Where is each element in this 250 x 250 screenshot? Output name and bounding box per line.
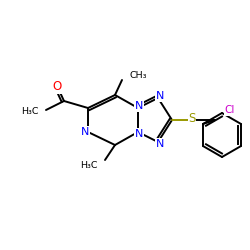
Text: H₃C: H₃C: [80, 160, 98, 170]
Text: CH₃: CH₃: [129, 70, 146, 80]
Text: O: O: [52, 80, 62, 94]
Text: N: N: [135, 101, 143, 111]
Text: N: N: [81, 127, 89, 137]
Text: N: N: [135, 129, 143, 139]
Text: N: N: [156, 139, 164, 149]
Text: H₃C: H₃C: [22, 106, 39, 116]
Text: S: S: [188, 112, 196, 126]
Text: N: N: [156, 91, 164, 101]
Text: Cl: Cl: [225, 105, 235, 115]
